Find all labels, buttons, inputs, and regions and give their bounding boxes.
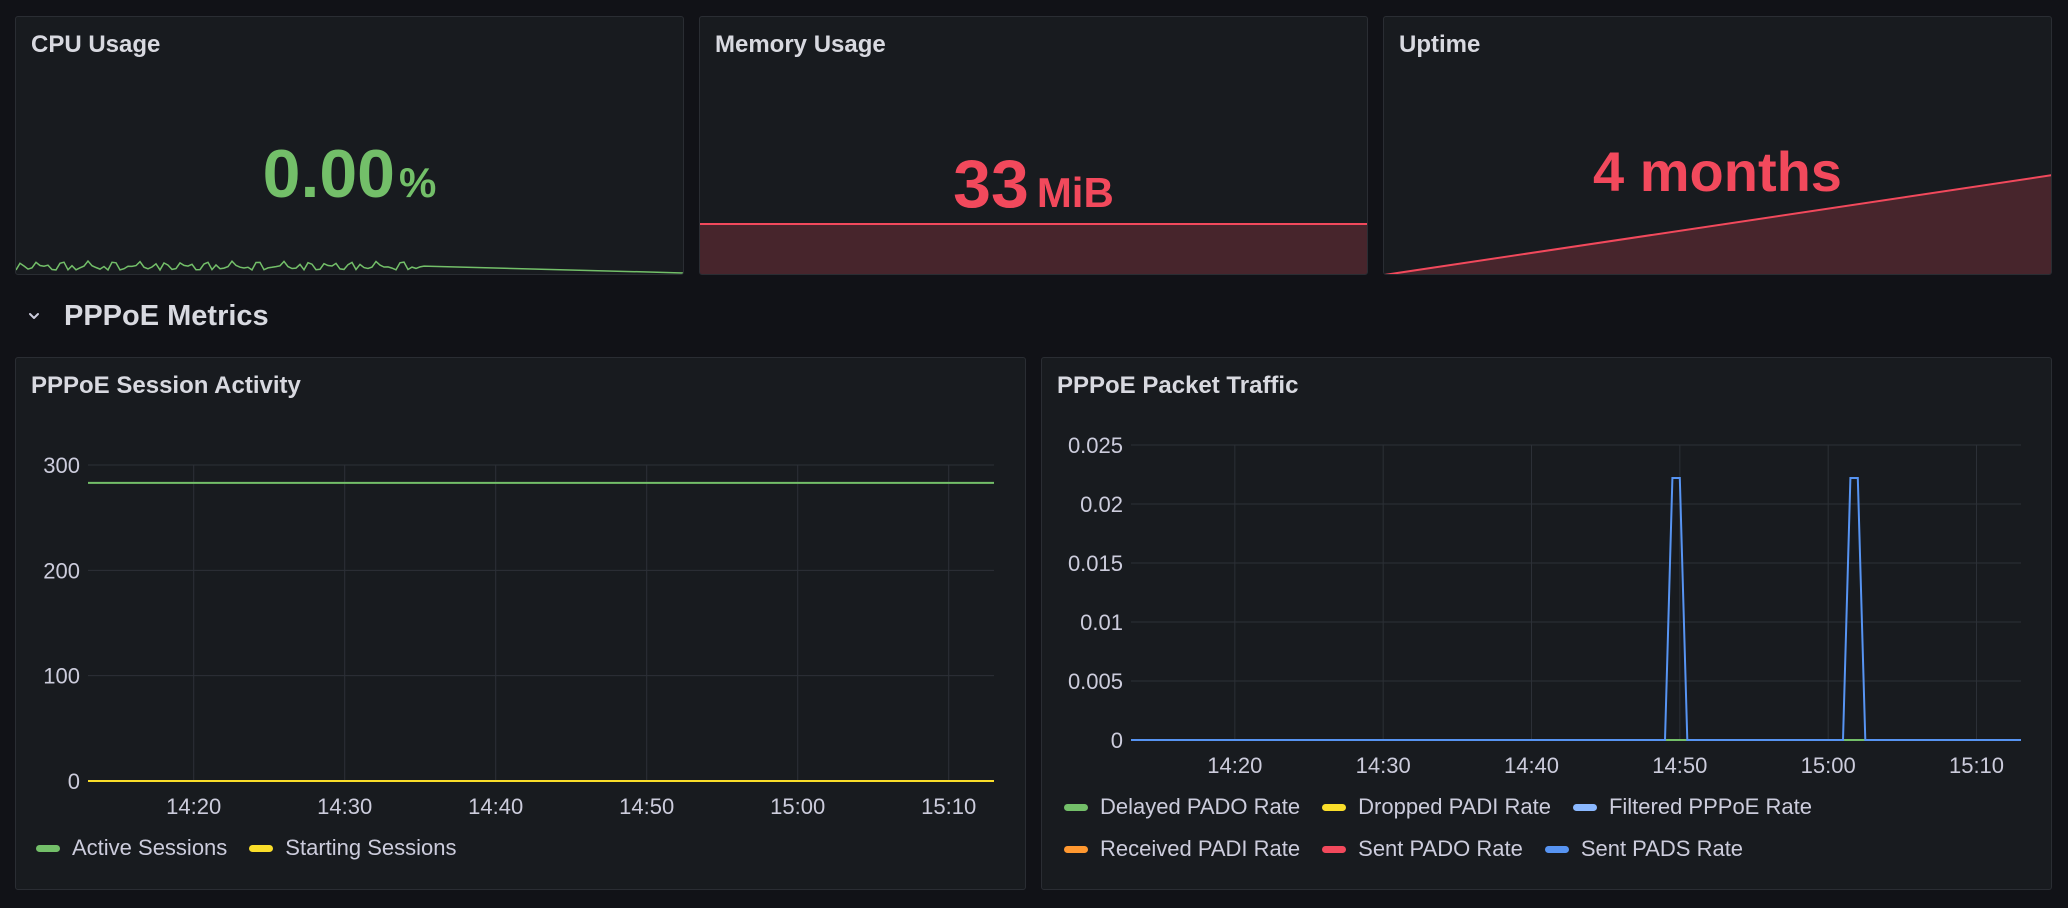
legend-label: Filtered PPPoE Rate: [1608, 794, 1812, 819]
x-tick-label: 14:30: [1356, 753, 1411, 778]
x-tick-label: 14:50: [619, 794, 674, 818]
series-line-sent-pads-rate[interactable]: [1131, 477, 2021, 741]
x-tick-label: 14:20: [1207, 753, 1262, 778]
legend-swatch: [1572, 803, 1597, 811]
chevron-down-icon: [29, 313, 39, 319]
x-tick-label: 15:00: [770, 794, 825, 818]
x-tick-label: 15:10: [921, 794, 976, 818]
legend-label: Dropped PADI Rate: [1358, 794, 1551, 819]
traffic-legend: Delayed PADO Rate Dropped PADI Rate Filter…: [1064, 794, 1904, 862]
memory-sparkline-area: [700, 224, 1367, 274]
y-tick-label: 0: [68, 769, 80, 794]
session-chart[interactable]: 0 100 200 300 14:20 14:30 14:40 14:50 15:00 15:10: [16, 358, 1026, 818]
cpu-usage-panel[interactable]: CPU Usage 0.00%: [15, 16, 684, 275]
y-tick-label: 0: [1111, 728, 1123, 753]
x-tick-label: 14:20: [166, 794, 221, 818]
uptime-sparkline-line: [1384, 174, 2051, 274]
panel-title: PPPoE Packet Traffic: [1057, 372, 1299, 399]
memory-usage-panel[interactable]: Memory Usage 33 MiB: [699, 16, 1368, 275]
legend-label: Received PADI Rate: [1100, 836, 1301, 861]
y-tick-label: 0.005: [1068, 669, 1123, 694]
legend-swatch: [1064, 845, 1088, 853]
cpu-sparkline: [16, 259, 683, 274]
memory-sparkline: [700, 223, 1367, 274]
x-tick-label: 15:10: [1949, 753, 2004, 778]
legend-swatch: [1064, 803, 1088, 811]
x-tick-label: 14:40: [1504, 753, 1559, 778]
panel-title: Memory Usage: [715, 31, 886, 58]
cpu-sparkline-path: [16, 259, 683, 274]
legend-swatch: [1322, 803, 1347, 811]
legend-label: Starting Sessions: [285, 835, 457, 860]
legend-item-starting-sessions[interactable]: Starting Sessions: [249, 835, 457, 861]
row-header-pppoe-metrics[interactable]: PPPoE Metrics: [28, 296, 269, 336]
legend-item-filtered-pppoe-rate[interactable]: Filtered PPPoE Rate: [1572, 794, 1812, 820]
row-title: PPPoE Metrics: [64, 299, 269, 332]
x-tick-label: 14:30: [317, 794, 372, 818]
memory-usage-number: 33: [953, 146, 1029, 222]
traffic-chart[interactable]: 0 0.005 0.01 0.015 0.02 0.025 14:20 14:30 14:40 1…: [1042, 358, 2052, 788]
legend-label: Sent PADS Rate: [1580, 836, 1744, 861]
legend-label: Active Sessions: [72, 835, 228, 860]
pppoe-session-activity-panel[interactable]: PPPoE Session Activity 0 100 200 300 14:20 14…: [15, 357, 1026, 890]
y-tick-label: 200: [43, 558, 80, 583]
y-tick-label: 0.015: [1068, 551, 1123, 576]
x-tick-label: 14:50: [1652, 753, 1707, 778]
memory-usage-unit: MiB: [1036, 169, 1114, 216]
y-tick-label: 100: [43, 664, 80, 689]
cpu-usage-value: 0.00%: [16, 135, 683, 213]
y-tick-label: 0.01: [1080, 610, 1123, 635]
legend-swatch: [1322, 845, 1347, 853]
uptime-sparkline: [1384, 174, 2051, 274]
y-tick-label: 300: [43, 453, 80, 478]
session-legend: Active Sessions Starting Sessions: [36, 835, 996, 861]
legend-swatch: [249, 844, 274, 852]
pppoe-packet-traffic-panel[interactable]: PPPoE Packet Traffic 0 0.005 0.01 0.015 0.02…: [1041, 357, 2052, 890]
x-tick-label: 15:00: [1801, 753, 1856, 778]
legend-item-sent-pado-rate[interactable]: Sent PADO Rate: [1322, 836, 1523, 862]
legend-item-active-sessions[interactable]: Active Sessions: [36, 835, 227, 861]
x-tick-label: 14:40: [468, 794, 523, 818]
legend-swatch: [36, 844, 60, 852]
memory-usage-value: 33 MiB: [700, 145, 1367, 223]
legend-item-received-padi-rate[interactable]: Received PADI Rate: [1064, 836, 1300, 862]
cpu-usage-number: 0.00: [262, 136, 395, 212]
panel-title: CPU Usage: [31, 31, 161, 58]
legend-item-delayed-pado-rate[interactable]: Delayed PADO Rate: [1064, 794, 1300, 820]
legend-label: Delayed PADO Rate: [1100, 794, 1301, 819]
panel-title: Uptime: [1399, 31, 1481, 58]
uptime-value: 4 months: [1593, 140, 1842, 203]
legend-item-dropped-padi-rate[interactable]: Dropped PADI Rate: [1322, 794, 1551, 820]
y-tick-label: 0.02: [1080, 492, 1123, 517]
legend-label: Sent PADO Rate: [1358, 836, 1523, 861]
legend-swatch: [1544, 845, 1569, 853]
y-tick-label: 0.025: [1068, 433, 1123, 458]
uptime-panel[interactable]: Uptime 4 months: [1383, 16, 2052, 275]
cpu-usage-unit: %: [399, 159, 437, 206]
legend-item-sent-pads-rate[interactable]: Sent PADS Rate: [1544, 836, 1744, 862]
panel-title: PPPoE Session Activity: [31, 372, 301, 399]
